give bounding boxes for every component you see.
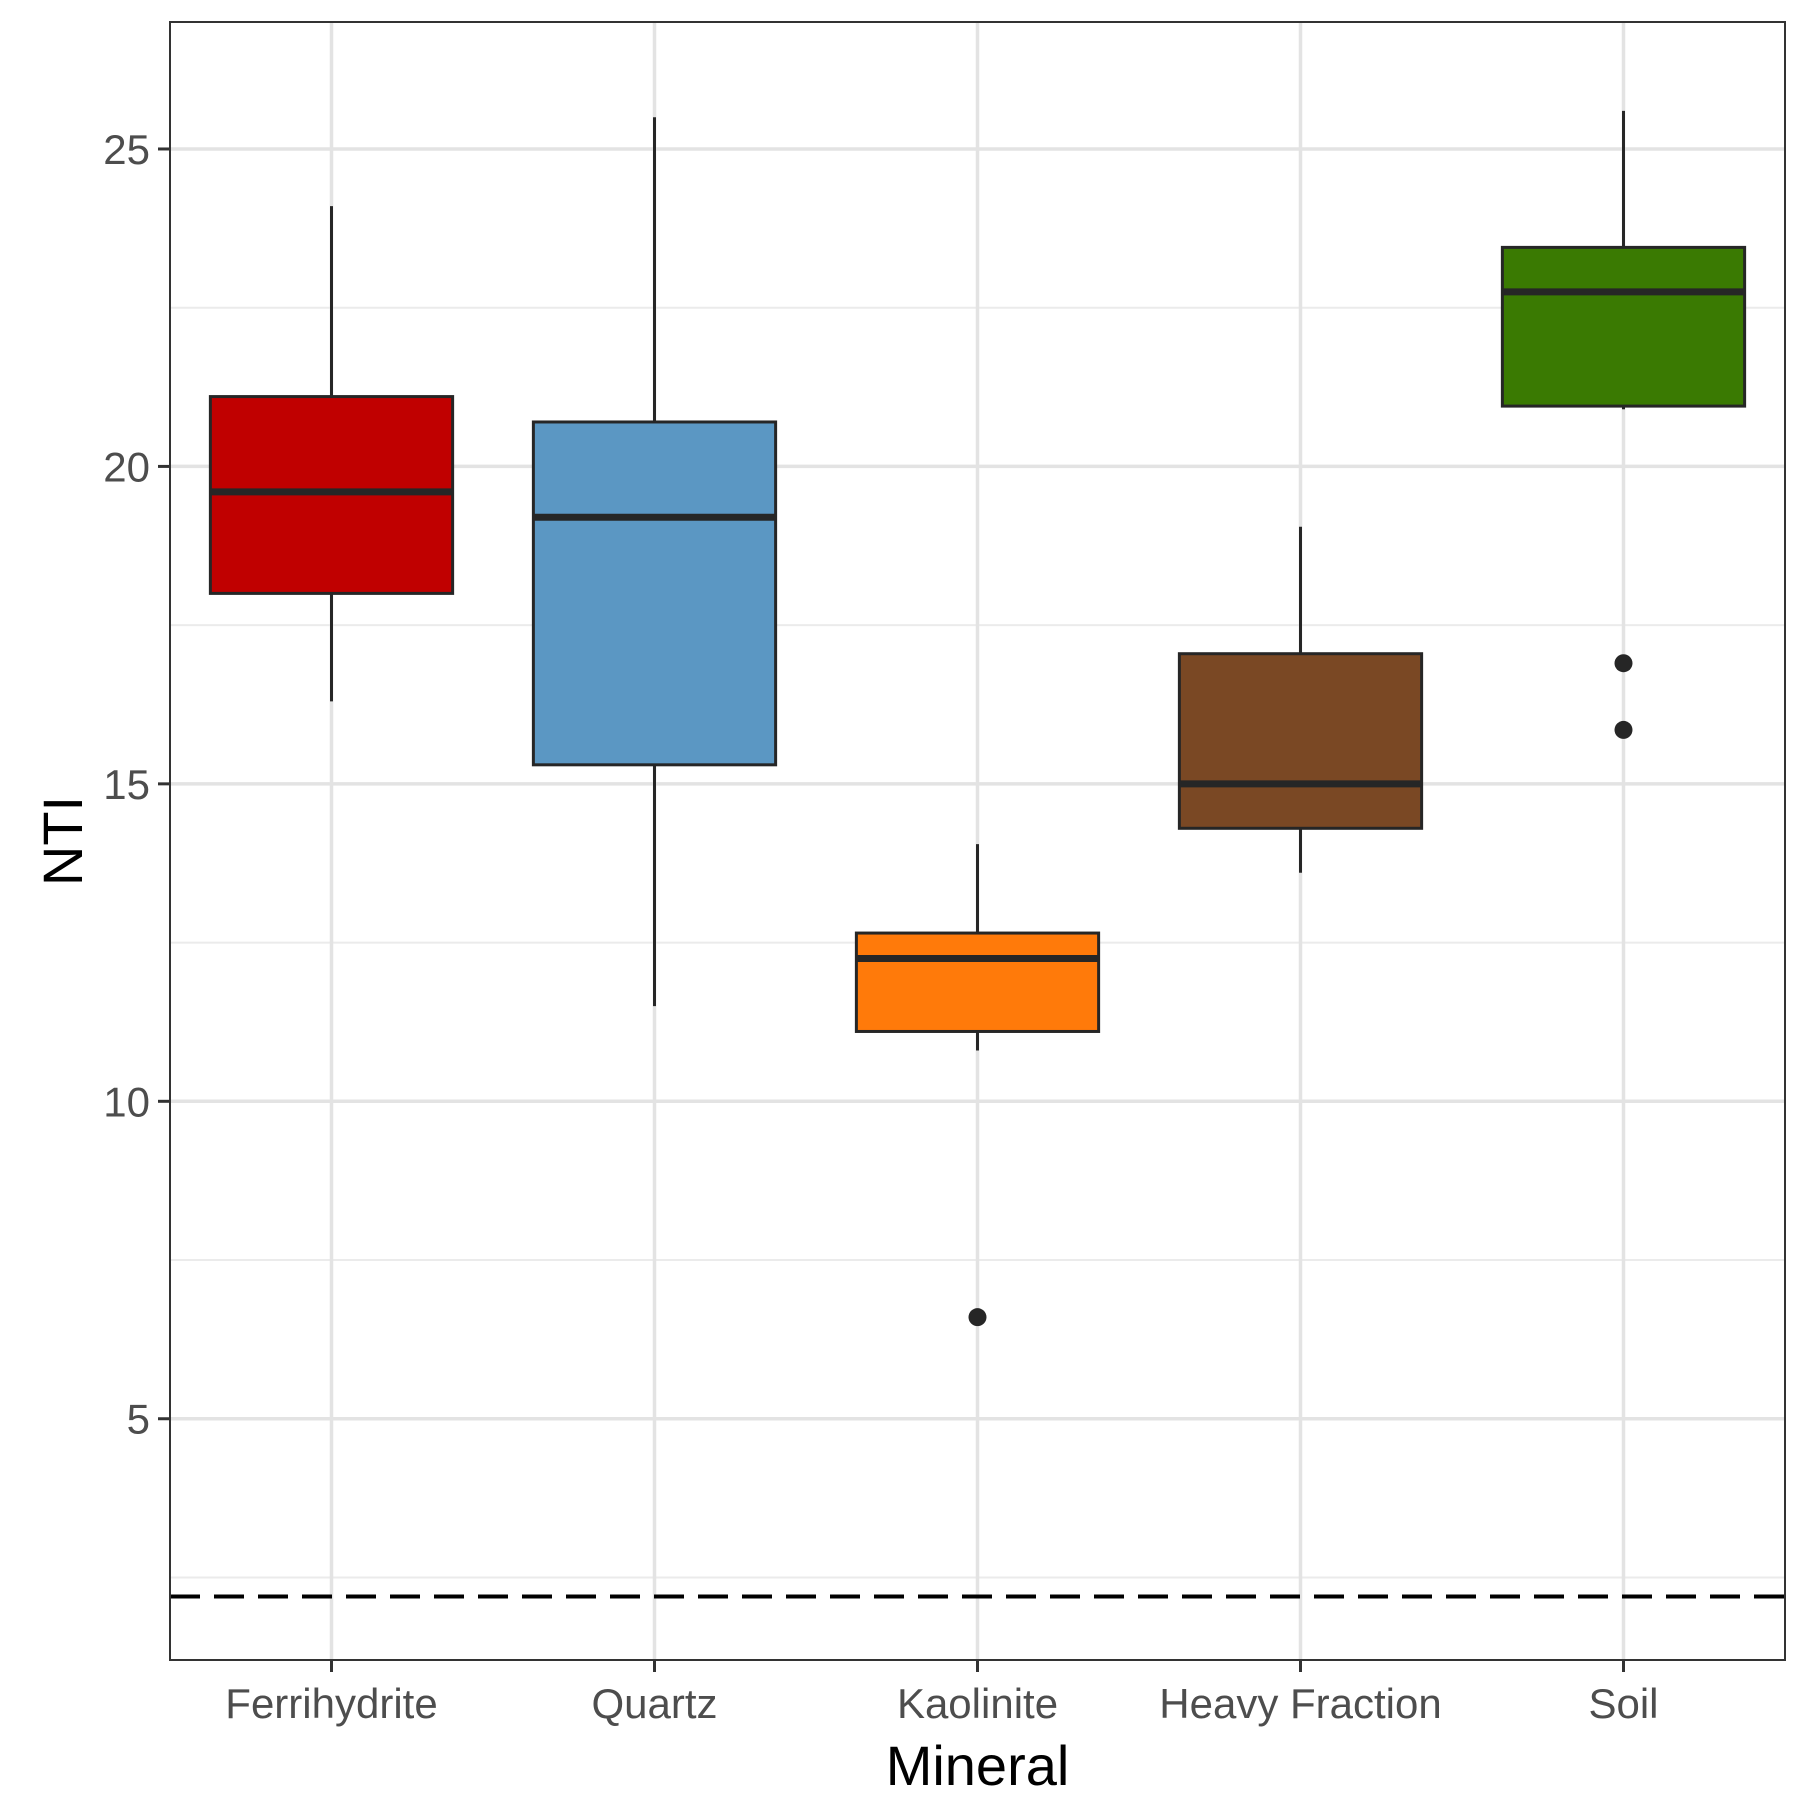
box-heavy-fraction bbox=[1177, 526, 1424, 873]
x-tick-label: Soil bbox=[1588, 1680, 1658, 1727]
y-tick-label: 20 bbox=[103, 443, 150, 490]
x-axis-title: Mineral bbox=[886, 1734, 1070, 1797]
box-body bbox=[854, 931, 1101, 1033]
x-tick-label: Heavy Fraction bbox=[1159, 1680, 1441, 1727]
box-soil bbox=[1500, 110, 1747, 739]
outlier-point bbox=[968, 1308, 987, 1327]
outlier-point bbox=[1614, 720, 1633, 739]
axes-group: 5 10 15 20 25 Ferrihydrite Quartz Kaolinite Heav… bbox=[103, 126, 1658, 1727]
box-body bbox=[1177, 652, 1424, 830]
boxes-group bbox=[208, 110, 1747, 1327]
y-tick-label: 15 bbox=[103, 761, 150, 808]
x-tick-label: Quartz bbox=[591, 1680, 717, 1727]
box-ferrihydrite bbox=[208, 206, 455, 702]
box-kaolinite bbox=[854, 844, 1101, 1327]
box-body bbox=[531, 420, 778, 767]
box-body bbox=[1500, 245, 1747, 408]
y-tick-label: 10 bbox=[103, 1078, 150, 1125]
x-tick-label: Kaolinite bbox=[897, 1680, 1058, 1727]
outlier-point bbox=[1614, 654, 1633, 673]
y-axis-title: NTI bbox=[31, 796, 94, 886]
y-tick-label: 5 bbox=[127, 1396, 150, 1443]
box-quartz bbox=[531, 117, 778, 1007]
y-tick-label: 25 bbox=[103, 126, 150, 173]
x-tick-label: Ferrihydrite bbox=[225, 1680, 437, 1727]
